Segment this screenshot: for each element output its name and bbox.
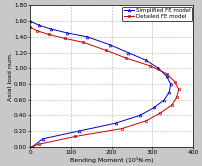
Detailed FE model [159, 112, 162, 114]
Detailed FE model [31, 146, 33, 148]
Detailed FE model [170, 104, 173, 106]
Detailed FE model [29, 26, 32, 28]
Detailed FE model [37, 143, 40, 145]
Detailed FE model [176, 96, 178, 98]
Simplified FE model [78, 130, 80, 132]
Detailed FE model [145, 120, 147, 122]
Y-axis label: Axial load num.: Axial load num. [7, 52, 13, 101]
Simplified FE model [41, 138, 44, 140]
Simplified FE model [157, 67, 160, 69]
Simplified FE model [108, 44, 111, 46]
Detailed FE model [174, 81, 176, 83]
Line: Simplified FE model: Simplified FE model [29, 20, 172, 148]
Detailed FE model [74, 135, 76, 137]
Detailed FE model [64, 37, 66, 39]
Simplified FE model [139, 114, 141, 116]
Detailed FE model [165, 73, 168, 75]
Detailed FE model [149, 65, 152, 67]
Simplified FE model [163, 99, 166, 101]
Detailed FE model [47, 34, 50, 36]
Simplified FE model [165, 75, 168, 77]
Simplified FE model [169, 83, 172, 85]
Simplified FE model [37, 24, 40, 26]
Simplified FE model [115, 122, 117, 124]
Detailed FE model [121, 128, 123, 130]
Simplified FE model [66, 32, 68, 34]
Simplified FE model [153, 106, 156, 108]
Simplified FE model [49, 28, 52, 30]
Simplified FE model [29, 20, 32, 22]
Simplified FE model [86, 36, 88, 38]
Simplified FE model [168, 91, 170, 93]
Simplified FE model [145, 59, 147, 61]
Simplified FE model [127, 51, 129, 53]
Detailed FE model [104, 49, 107, 51]
Detailed FE model [35, 30, 38, 32]
Line: Detailed FE model: Detailed FE model [29, 26, 180, 148]
Simplified FE model [31, 146, 34, 148]
Detailed FE model [82, 41, 84, 43]
Detailed FE model [125, 57, 127, 59]
Legend: Simplified FE model, Detailed FE model: Simplified FE model, Detailed FE model [122, 7, 192, 21]
Detailed FE model [178, 88, 180, 90]
X-axis label: Bending Moment (10¹N·m): Bending Moment (10¹N·m) [70, 157, 154, 163]
